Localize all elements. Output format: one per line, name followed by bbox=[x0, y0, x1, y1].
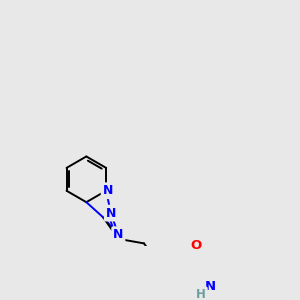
Text: N: N bbox=[113, 228, 124, 241]
Text: N: N bbox=[204, 280, 216, 293]
Text: N: N bbox=[106, 207, 116, 220]
Text: O: O bbox=[190, 239, 202, 252]
Text: H: H bbox=[196, 288, 206, 300]
Text: N: N bbox=[103, 184, 113, 197]
